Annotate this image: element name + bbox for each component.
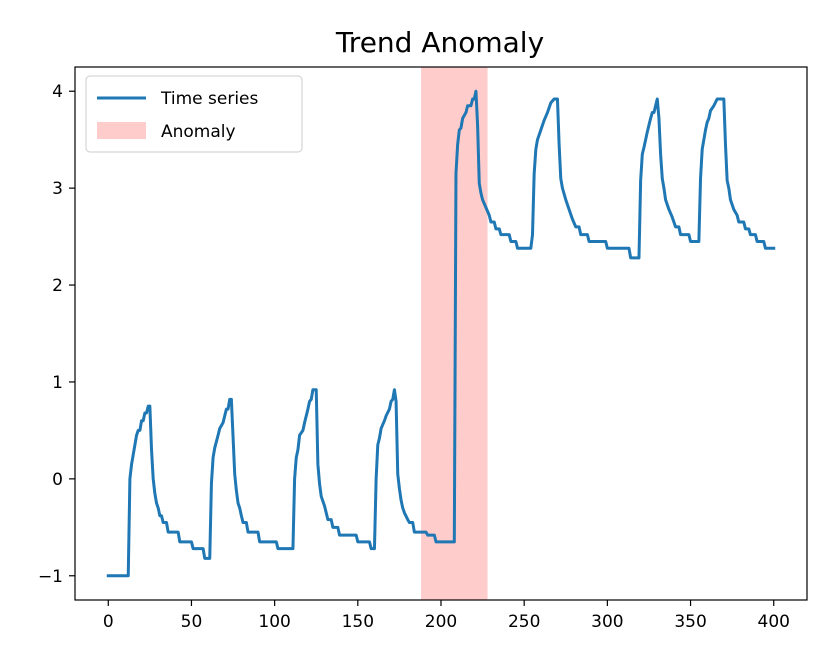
x-tick-label: 100 [258,612,290,632]
y-tick-label: 3 [52,179,63,199]
x-tick-label: 50 [181,612,203,632]
y-tick-label: 4 [52,82,63,102]
x-tick-label: 350 [674,612,706,632]
x-tick-label: 150 [342,612,374,632]
y-tick-label: −1 [38,567,63,587]
legend-anomaly-label: Anomaly [161,122,236,142]
y-tick-label: 0 [52,470,63,490]
x-tick-label: 400 [758,612,790,632]
x-tick-label: 250 [508,612,540,632]
y-tick-label: 2 [52,276,63,296]
y-tick-label: 1 [52,373,63,393]
ticks-layer: 0 50 100 150 200 250 300 350 400 −1 0 1 2 3 4 [38,82,790,632]
x-tick-label: 300 [591,612,623,632]
x-tick-label: 0 [103,612,114,632]
series-line-layer [106,89,776,578]
legend: Time series Anomaly [85,75,303,153]
legend-time-series-label: Time series [160,89,258,109]
series-line-time-series [106,89,776,578]
legend-anomaly-swatch [97,122,146,139]
chart-title: Trend Anomaly [335,26,544,59]
x-tick-label: 200 [425,612,457,632]
